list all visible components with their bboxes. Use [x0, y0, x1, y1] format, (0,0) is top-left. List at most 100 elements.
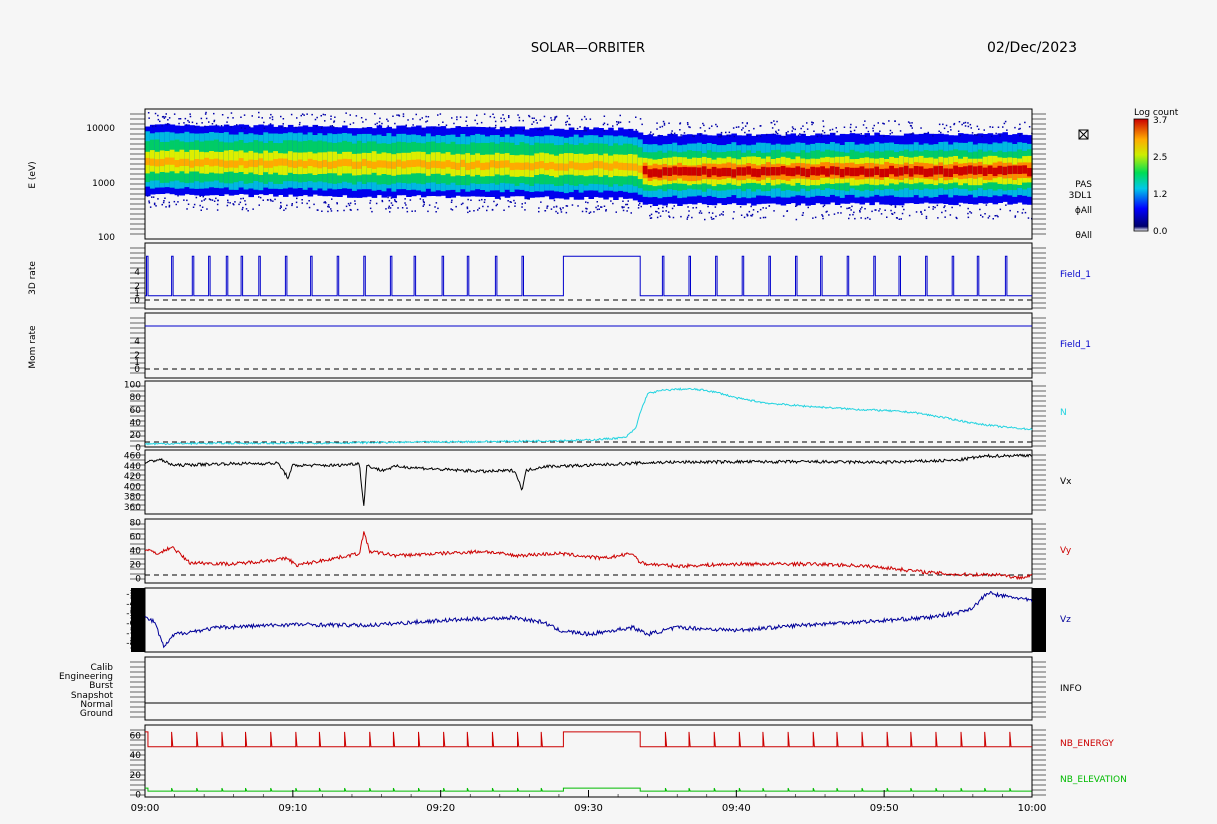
spectrogram-speckle: [467, 211, 469, 214]
spectrogram-speckle: [687, 123, 689, 126]
spectrogram-speckle: [362, 127, 364, 129]
spectrogram-speckle: [469, 210, 471, 212]
spectrogram-speckle: [961, 123, 963, 126]
spectrogram-speckle: [963, 122, 965, 124]
spectrogram-speckle: [784, 136, 786, 138]
spectrogram-speckle: [822, 125, 825, 128]
spectrogram-speckle: [553, 119, 556, 121]
spectrogram-speckle: [508, 116, 510, 119]
spectrogram-speckle: [964, 125, 967, 127]
spectrogram-speckle: [566, 120, 568, 123]
spectrogram-cell: [903, 165, 910, 175]
spectrogram-speckle: [509, 201, 511, 203]
spectrogram-speckle: [262, 199, 264, 201]
spectrogram-speckle: [625, 203, 627, 206]
info-panel: Calib Engineering Burst Snapshot Normal …: [59, 656, 1082, 721]
xtick-label: 09:20: [426, 803, 455, 814]
spectrogram-speckle: [362, 121, 364, 123]
vx-frame: [144, 449, 1033, 515]
spectrogram-cell: [963, 166, 969, 175]
spectrogram-cell: [292, 160, 299, 168]
spectrogram-speckle: [683, 132, 686, 134]
spectrogram-speckle: [232, 117, 234, 119]
spectrogram-speckle: [296, 117, 298, 119]
spectrogram-cell: [879, 168, 885, 178]
spectrogram-speckle: [240, 197, 242, 200]
spectrogram-speckle: [518, 116, 521, 119]
spectrogram-speckle: [308, 206, 311, 209]
spectrogram-cell: [356, 161, 363, 169]
spectrogram-speckle: [957, 130, 960, 132]
spectrogram-speckle: [949, 214, 952, 216]
spectrogram-cell: [751, 168, 757, 177]
spectrogram-speckle: [859, 211, 861, 213]
spectrogram-speckle: [850, 131, 852, 133]
spectrogram-cell: [416, 159, 422, 167]
spectrogram-speckle: [861, 206, 863, 209]
spectrogram-cell: [302, 161, 309, 169]
spectrogram-speckle: [659, 126, 661, 128]
spectrogram-speckle: [967, 216, 970, 219]
spectrogram-speckle: [621, 206, 623, 208]
spectrogram-speckle: [258, 196, 260, 198]
spectrogram-cell: [411, 159, 417, 167]
spectrogram-speckle: [245, 208, 248, 210]
spectrogram-speckle: [217, 199, 219, 202]
spectrogram-cell: [765, 167, 772, 176]
spectrogram-speckle: [333, 121, 335, 123]
spectrogram-cell: [524, 162, 530, 170]
spectrogram-speckle: [491, 208, 494, 211]
spectrogram-speckle: [555, 206, 558, 208]
spectrogram-speckle: [873, 124, 875, 127]
spectrogram-speckle: [205, 111, 207, 114]
spectrogram-speckle: [949, 126, 952, 128]
spectrogram-speckle: [271, 118, 274, 121]
info-label-ground: Ground: [80, 709, 113, 719]
info-frame: [144, 656, 1033, 721]
spectrogram-speckle: [499, 198, 501, 200]
spectrogram-speckle: [840, 212, 842, 214]
spectrogram-cell: [159, 158, 166, 167]
spectrogram-speckle: [728, 131, 731, 134]
spectrogram-speckle: [477, 209, 479, 211]
spectrogram-speckle: [776, 120, 778, 123]
spectrogram-speckle: [773, 210, 775, 212]
spectrogram-speckle: [524, 209, 526, 211]
spectrogram-speckle: [496, 203, 498, 206]
spectrogram-cell: [154, 159, 161, 167]
spectrogram-speckle: [187, 119, 189, 122]
spectrogram-speckle: [822, 120, 824, 122]
spectrogram-speckle: [518, 119, 521, 122]
spectrogram-speckle: [299, 121, 301, 124]
spectrogram-speckle: [953, 123, 955, 126]
spectrogram-speckle: [891, 213, 894, 215]
spectrogram-speckle: [679, 123, 681, 125]
spectrogram-speckle: [543, 115, 546, 118]
spectrogram-speckle: [866, 216, 869, 219]
spectrogram-cell: [805, 168, 811, 178]
spectrogram-speckle: [864, 120, 866, 122]
spectrogram-speckle: [154, 125, 157, 127]
nb-energy-line: [145, 731, 1032, 748]
spectrogram-speckle: [869, 218, 871, 220]
spectrogram-speckle: [656, 216, 659, 219]
spectrogram-speckle: [365, 118, 367, 121]
spectrogram-cell: [430, 160, 437, 168]
spectrogram-speckle: [748, 130, 750, 132]
spectrogram-cell: [997, 165, 1004, 175]
vz-right-block: [1032, 588, 1046, 652]
spectrogram-speckle: [603, 130, 605, 132]
spectrogram-speckle: [333, 120, 336, 122]
spectrogram-cell: [218, 159, 225, 167]
spectrogram-speckle: [177, 195, 179, 197]
spectrogram-speckle: [771, 127, 774, 129]
spectrogram-speckle: [920, 127, 922, 129]
spectrogram-speckle: [593, 211, 595, 213]
ytick-label: 80: [130, 518, 142, 528]
spectrogram-speckle: [635, 116, 637, 118]
spectrogram-cell: [199, 159, 205, 167]
spectrogram-cell: [228, 160, 235, 168]
spectrogram-speckle: [329, 125, 332, 127]
spectrogram-speckle: [794, 128, 796, 131]
